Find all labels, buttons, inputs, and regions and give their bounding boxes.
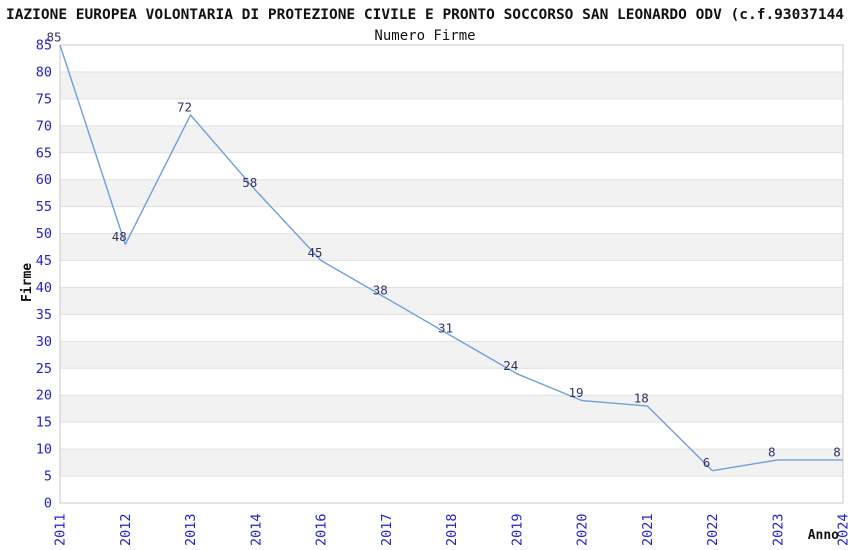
x-tick-label: 2014 <box>248 513 264 546</box>
plot-band <box>60 314 843 342</box>
data-label: 6 <box>703 455 711 470</box>
data-label: 8 <box>833 444 841 459</box>
y-tick-label: 40 <box>36 280 52 296</box>
data-label: 58 <box>242 175 257 190</box>
plot-band <box>60 233 843 261</box>
y-tick-label: 0 <box>44 496 52 512</box>
y-tick-label: 65 <box>36 145 52 161</box>
data-label: 38 <box>373 283 388 298</box>
y-tick-label: 10 <box>36 442 52 458</box>
series-line-numero-firme <box>59 44 843 472</box>
plot-band <box>60 125 843 153</box>
y-tick-label: 20 <box>36 388 52 404</box>
y-tick-label: 75 <box>36 91 52 107</box>
x-tick-label: 2019 <box>509 513 525 546</box>
x-tick-label: 2021 <box>640 513 656 546</box>
data-label: 45 <box>307 245 322 260</box>
plot-band <box>60 45 843 72</box>
data-label: 48 <box>112 229 127 244</box>
plot-band <box>60 449 843 477</box>
data-label: 24 <box>503 358 518 373</box>
plot-band <box>60 395 843 423</box>
plot-band <box>60 260 843 288</box>
data-label: 19 <box>568 385 583 400</box>
y-tick-label: 55 <box>36 199 52 215</box>
plot-border <box>59 44 844 504</box>
x-tick-label: 2011 <box>53 513 69 546</box>
y-tick-label: 45 <box>36 253 52 269</box>
y-tick-label: 30 <box>36 334 52 350</box>
x-tick-label: 2024 <box>836 513 850 546</box>
chart-subtitle: Numero Firme <box>374 28 476 44</box>
data-label: 8 <box>768 444 776 459</box>
chart-title: IAZIONE EUROPEA VOLONTARIA DI PROTEZIONE… <box>5 7 845 23</box>
x-tick-label: 2023 <box>770 513 786 546</box>
y-tick-label: 5 <box>44 469 52 485</box>
plot-band <box>60 98 843 126</box>
data-label: 72 <box>177 100 192 115</box>
x-tick-label: 2017 <box>379 513 395 546</box>
plot-band <box>60 341 843 369</box>
plot-band <box>60 206 843 234</box>
y-tick-label: 70 <box>36 118 52 134</box>
x-tick-label: 2018 <box>444 513 460 546</box>
y-tick-label: 50 <box>36 226 52 242</box>
x-tick-label: 2022 <box>705 513 721 546</box>
data-label: 85 <box>46 30 61 45</box>
plot-band <box>60 152 843 180</box>
x-tick-label: 2013 <box>183 513 199 546</box>
x-tick-label: 2016 <box>314 513 330 546</box>
y-axis-title: Firme <box>20 263 35 302</box>
plot-band <box>60 287 843 315</box>
y-tick-label: 15 <box>36 415 52 431</box>
data-label: 18 <box>634 391 649 406</box>
plot-band <box>60 422 843 450</box>
y-tick-label: 60 <box>36 172 52 188</box>
plot-band <box>60 476 843 503</box>
y-tick-label: 35 <box>36 307 52 323</box>
x-tick-label: 2020 <box>575 513 591 546</box>
plot-band <box>60 71 843 99</box>
y-tick-label: 25 <box>36 361 52 377</box>
x-tick-label: 2012 <box>118 513 134 546</box>
x-axis-title: Anno <box>808 528 839 543</box>
y-tick-label: 85 <box>36 38 52 54</box>
y-tick-label: 80 <box>36 64 52 80</box>
data-label: 31 <box>438 321 453 336</box>
plot-band <box>60 368 843 396</box>
plot-band <box>60 179 843 207</box>
